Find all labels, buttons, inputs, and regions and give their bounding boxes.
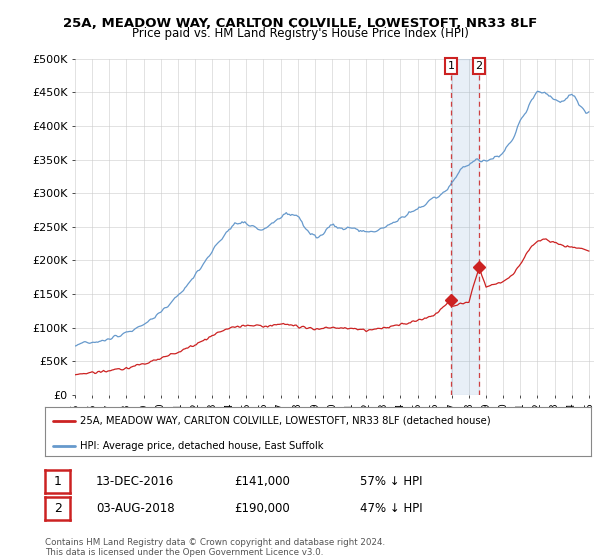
Text: 47% ↓ HPI: 47% ↓ HPI	[360, 502, 422, 515]
Bar	[451, 59, 479, 395]
Text: 25A, MEADOW WAY, CARLTON COLVILLE, LOWESTOFT, NR33 8LF (detached house): 25A, MEADOW WAY, CARLTON COLVILLE, LOWES…	[80, 416, 491, 426]
Text: 2: 2	[53, 502, 62, 515]
Text: 25A, MEADOW WAY, CARLTON COLVILLE, LOWESTOFT, NR33 8LF: 25A, MEADOW WAY, CARLTON COLVILLE, LOWES…	[63, 17, 537, 30]
Text: 13-DEC-2016: 13-DEC-2016	[96, 475, 174, 488]
Text: 1: 1	[53, 475, 62, 488]
Text: 2: 2	[475, 61, 482, 71]
Text: 1: 1	[448, 61, 455, 71]
Text: 57% ↓ HPI: 57% ↓ HPI	[360, 475, 422, 488]
Text: Contains HM Land Registry data © Crown copyright and database right 2024.
This d: Contains HM Land Registry data © Crown c…	[45, 538, 385, 557]
Text: £141,000: £141,000	[234, 475, 290, 488]
Text: £190,000: £190,000	[234, 502, 290, 515]
Text: HPI: Average price, detached house, East Suffolk: HPI: Average price, detached house, East…	[80, 441, 324, 451]
Text: 03-AUG-2018: 03-AUG-2018	[96, 502, 175, 515]
Text: Price paid vs. HM Land Registry's House Price Index (HPI): Price paid vs. HM Land Registry's House …	[131, 27, 469, 40]
